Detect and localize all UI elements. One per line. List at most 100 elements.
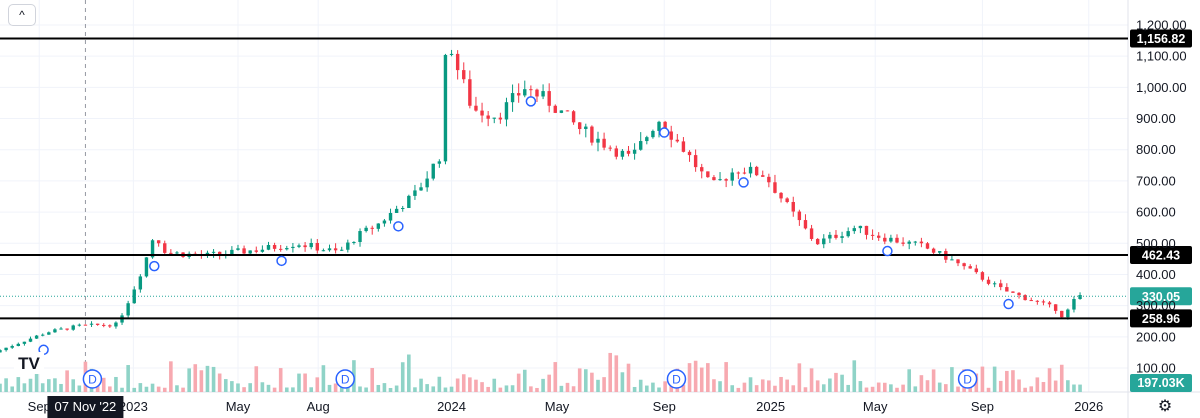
volume-bar [260,382,265,392]
y-tick-label: 200.00 [1136,329,1176,344]
volume-bar [602,377,606,392]
x-tick-label: Aug [307,399,330,414]
level-tag-support-low [1130,309,1192,328]
volume-bar [376,384,381,392]
volume-bar [846,384,850,392]
volume-bar [724,362,728,392]
candle-body [28,338,33,342]
volume-bar [461,374,466,392]
volume-bar [693,360,698,392]
volume-bar [919,375,924,392]
candle-body [565,110,570,112]
split-marker [525,96,537,107]
candle-body [321,250,326,252]
volume-bar [742,382,747,392]
candle-body [449,53,454,55]
x-tick-label: Sep [971,399,994,414]
y-tick-label: 900.00 [1136,111,1176,126]
dividend-marker-label: D [963,373,972,387]
candle-body [1047,302,1052,305]
y-tick-label: 400.00 [1136,267,1176,282]
volume-bar [474,379,478,392]
y-tick-label: 500.00 [1136,236,1176,251]
volume-bar [193,364,198,392]
split-marker [658,127,670,138]
volume-bar [65,370,69,392]
candle-body [480,110,484,116]
crosshair-date-tag [47,396,124,418]
volume-bar [278,368,283,392]
volume-bar [236,383,240,392]
candle-body [315,242,320,251]
volume-bar [480,382,484,392]
candle-body [834,234,838,238]
candlesticks [0,49,1082,353]
time-axis[interactable]: Sep 2023 May Aug 2024 May Sep 2025 May Sep 2026 07 … [28,396,1104,418]
volume-bar [498,387,503,392]
price-axis[interactable]: 100.00 200.00 300.00 400.00 500.00 600.00 700.… [1136,18,1187,376]
candle-body [870,234,875,236]
chevron-up-icon: ^ [19,8,25,22]
volume-bar [1011,370,1015,392]
candle-body [608,147,612,149]
last-price-label: 330.05 [1142,290,1180,304]
volume-bar [529,386,533,392]
volume-bar [803,387,808,392]
candle-body [577,122,582,130]
candle-body [529,89,533,91]
candle-body [754,166,759,176]
volume-bar [162,387,167,392]
candle-body [992,283,997,285]
volume-bar [284,387,289,392]
volume-bar [364,387,368,392]
candle-body [614,148,619,157]
candle-body [358,231,362,242]
volume-bar [126,365,130,392]
candle-body [486,115,490,119]
candle-body [602,138,606,148]
y-tick-label: 300.00 [1136,298,1176,313]
candle-body [114,322,118,327]
volume-bar [931,369,936,392]
candle-body [931,248,936,253]
volume-bar [907,369,911,392]
settings-button[interactable]: ⚙ [1155,396,1175,416]
candle-body [553,105,557,113]
candle-body [260,249,265,252]
volume-bar [620,372,625,392]
candle-body [590,126,594,143]
volume-bar [980,366,985,392]
volume-bar [413,387,417,392]
candle-body [626,150,631,154]
candle-body [1066,309,1070,318]
candle-body [938,251,942,253]
volume-bar [132,387,137,392]
candle-body [77,324,82,326]
candle-body [1017,292,1021,296]
volume-bar [108,386,112,392]
candle-body [34,335,39,339]
candle-body [687,151,692,156]
volume-bar [559,385,564,392]
volume-bar [169,361,173,392]
collapse-button[interactable]: ^ [8,4,36,26]
y-tick-label: 100.00 [1136,361,1176,376]
volume-bar [1029,386,1034,392]
volume-bar [504,385,509,392]
volume-bar [291,387,295,392]
volume-bar [1072,384,1076,392]
volume-bar [590,372,594,392]
candle-body [962,263,966,267]
candle-body [748,166,753,174]
candle-body [986,279,991,284]
candle-body [59,328,63,330]
volume-bar [608,352,613,392]
candle-body [169,252,173,254]
volume-bar [266,384,271,392]
candle-body [431,163,435,179]
candle-body [761,175,765,177]
candle-body [352,241,356,243]
candle-body [217,251,222,255]
volume-bar [1035,377,1040,392]
